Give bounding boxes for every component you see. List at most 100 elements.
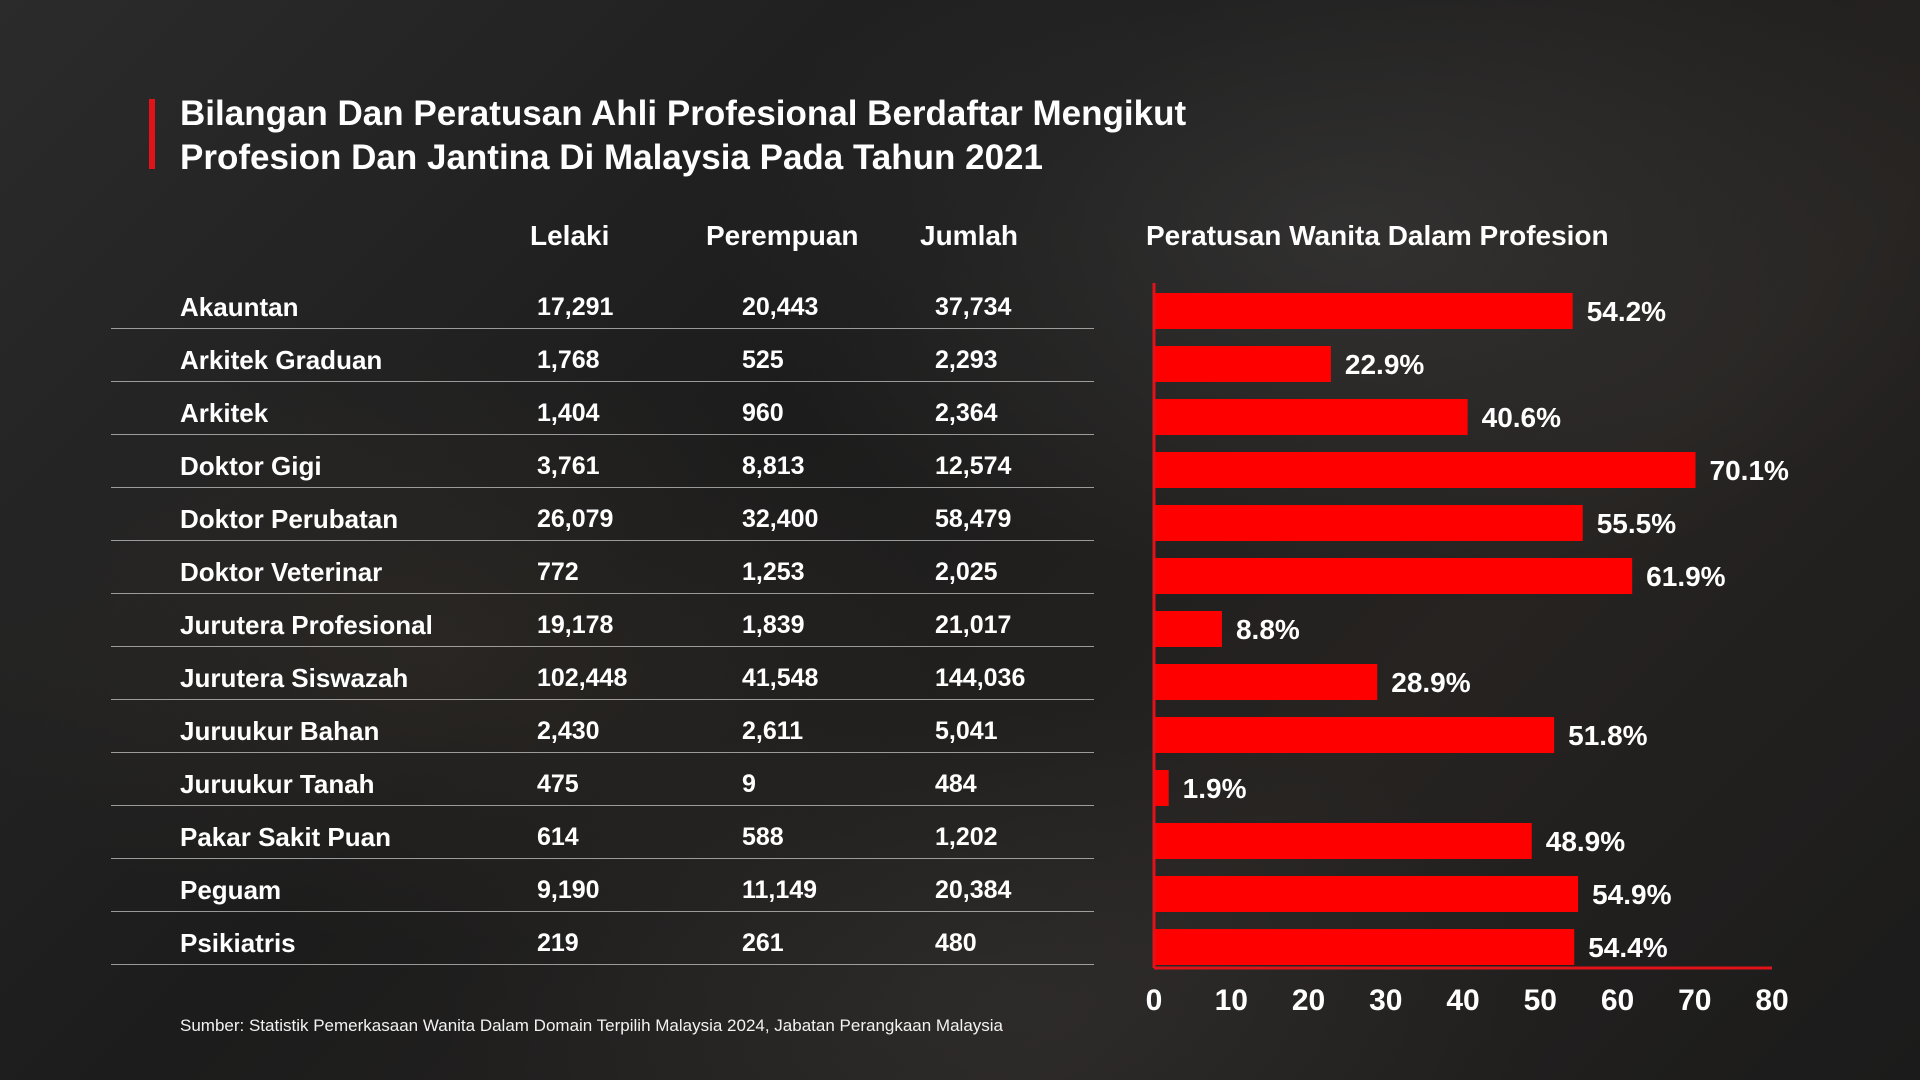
source-note: Sumber: Statistik Pemerkasaan Wanita Dal…	[180, 1016, 1004, 1035]
bar	[1154, 770, 1169, 806]
cell-total: 58,479	[935, 505, 1012, 533]
cell-male: 772	[537, 558, 579, 586]
cell-total: 1,202	[935, 823, 998, 851]
cell-profession: Doktor Veterinar	[180, 557, 383, 587]
cell-total: 2,293	[935, 346, 998, 374]
column-header-female: Perempuan	[706, 220, 859, 251]
bar	[1154, 929, 1575, 965]
x-tick-label: 30	[1369, 984, 1402, 1017]
cell-female: 1,253	[742, 558, 805, 586]
bar	[1154, 558, 1633, 594]
bar	[1154, 876, 1579, 912]
cell-profession: Pakar Sakit Puan	[180, 822, 391, 852]
cell-total: 5,041	[935, 717, 998, 745]
row-divider	[111, 434, 1094, 435]
row-divider	[111, 540, 1094, 541]
cell-total: 12,574	[935, 452, 1012, 480]
bar-value-label: 55.5%	[1597, 508, 1676, 539]
cell-male: 102,448	[537, 664, 628, 692]
cell-total: 21,017	[935, 611, 1012, 639]
bar-value-label: 54.4%	[1588, 932, 1667, 963]
bar-value-label: 51.8%	[1568, 720, 1647, 751]
cell-total: 2,364	[935, 399, 998, 427]
x-tick-label: 10	[1215, 984, 1248, 1017]
cell-male: 1,404	[537, 399, 600, 427]
x-tick-label: 80	[1755, 984, 1788, 1017]
row-divider	[111, 328, 1094, 329]
cell-male: 1,768	[537, 346, 600, 374]
x-tick-label: 0	[1146, 984, 1163, 1017]
cell-male: 3,761	[537, 452, 600, 480]
cell-male: 475	[537, 770, 579, 798]
cell-profession: Arkitek	[180, 398, 269, 428]
bar	[1154, 611, 1222, 647]
row-divider	[111, 911, 1094, 912]
cell-total: 2,025	[935, 558, 998, 586]
bar-value-label: 48.9%	[1546, 826, 1625, 857]
cell-total: 484	[935, 770, 977, 798]
x-tick-label: 70	[1678, 984, 1711, 1017]
x-tick-label: 40	[1446, 984, 1479, 1017]
cell-male: 19,178	[537, 611, 614, 639]
cell-female: 960	[742, 399, 784, 427]
cell-total: 480	[935, 929, 977, 957]
cell-profession: Psikiatris	[180, 928, 296, 958]
cell-profession: Doktor Perubatan	[180, 504, 399, 534]
cell-male: 2,430	[537, 717, 600, 745]
bar-value-label: 40.6%	[1482, 402, 1561, 433]
title-line-2: Profesion Dan Jantina Di Malaysia Pada T…	[180, 138, 1043, 177]
cell-female: 588	[742, 823, 784, 851]
cell-female: 261	[742, 929, 784, 957]
bar	[1154, 346, 1331, 382]
x-tick-label: 60	[1601, 984, 1634, 1017]
cell-profession: Peguam	[180, 875, 282, 905]
row-divider	[111, 858, 1094, 859]
bar	[1154, 717, 1555, 753]
cell-female: 2,611	[742, 717, 804, 745]
bar	[1154, 293, 1573, 329]
cell-profession: Jurutera Profesional	[180, 610, 433, 640]
bar-value-label: 54.2%	[1587, 296, 1666, 327]
cell-female: 32,400	[742, 505, 819, 533]
bar-value-label: 70.1%	[1710, 455, 1789, 486]
bar-value-label: 22.9%	[1345, 349, 1424, 380]
bar	[1154, 823, 1532, 859]
bar	[1154, 664, 1378, 700]
x-tick-label: 50	[1524, 984, 1557, 1017]
row-divider	[111, 699, 1094, 700]
bar-value-label: 61.9%	[1646, 561, 1725, 592]
cell-profession: Akauntan	[180, 292, 299, 322]
cell-male: 614	[537, 823, 579, 851]
cell-female: 41,548	[742, 664, 819, 692]
column-header-total: Jumlah	[920, 220, 1019, 251]
cell-male: 26,079	[537, 505, 614, 533]
row-divider	[111, 752, 1094, 753]
bar	[1154, 399, 1468, 435]
chart-title: Peratusan Wanita Dalam Profesion	[1146, 220, 1609, 251]
row-divider	[111, 805, 1094, 806]
column-header-male: Lelaki	[530, 220, 610, 251]
page-title: Bilangan Dan Peratusan Ahli Profesional …	[180, 92, 1300, 180]
cell-total: 144,036	[935, 664, 1026, 692]
title-line-1: Bilangan Dan Peratusan Ahli Profesional …	[180, 94, 1187, 133]
cell-profession: Jurutera Siswazah	[180, 663, 409, 693]
cell-profession: Arkitek Graduan	[180, 345, 383, 375]
cell-female: 9	[742, 770, 756, 798]
cell-female: 20,443	[742, 293, 819, 321]
bar-value-label: 1.9%	[1183, 773, 1247, 804]
cell-female: 525	[742, 346, 784, 374]
bar-value-label: 28.9%	[1391, 667, 1470, 698]
cell-male: 219	[537, 929, 579, 957]
row-divider	[111, 381, 1094, 382]
row-divider	[111, 487, 1094, 488]
cell-profession: Juruukur Tanah	[180, 769, 375, 799]
cell-total: 37,734	[935, 293, 1012, 321]
title-accent-bar	[149, 99, 155, 169]
cell-female: 11,149	[742, 876, 818, 904]
cell-total: 20,384	[935, 876, 1012, 904]
bar	[1154, 452, 1696, 488]
row-divider	[111, 646, 1094, 647]
cell-male: 17,291	[537, 293, 614, 321]
cell-female: 1,839	[742, 611, 805, 639]
